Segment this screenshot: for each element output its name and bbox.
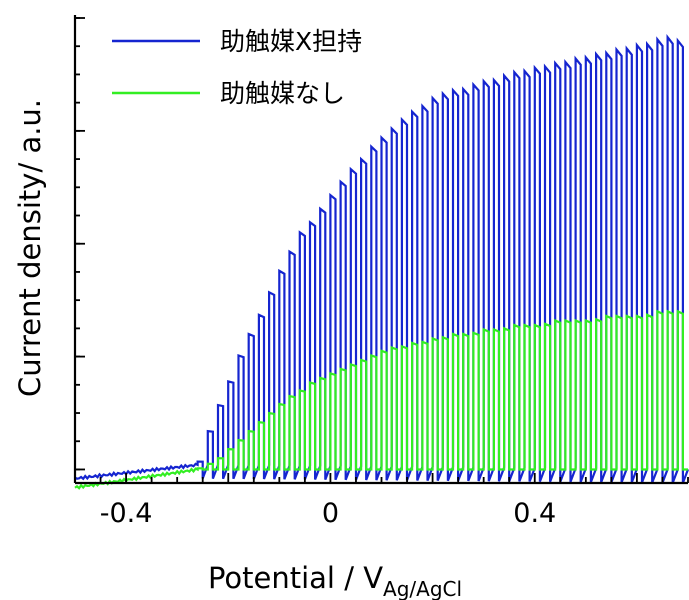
x-tick-label: 0.4 <box>513 498 556 529</box>
legend-label-1: 助触媒X担持 <box>220 27 362 56</box>
plot-area <box>75 37 688 488</box>
legend-label-2: 助触媒なし <box>220 79 345 108</box>
x-tick-label: -0.4 <box>100 498 153 529</box>
y-axis-title: Current density/ a.u. <box>13 99 47 397</box>
x-axis-title-main: Potential / V <box>208 561 383 595</box>
x-tick-label: 0 <box>322 498 339 529</box>
x-axis-title-subscript: Ag/AgCl <box>383 577 462 600</box>
x-axis-title: Potential / VAg/AgCl <box>208 561 462 600</box>
